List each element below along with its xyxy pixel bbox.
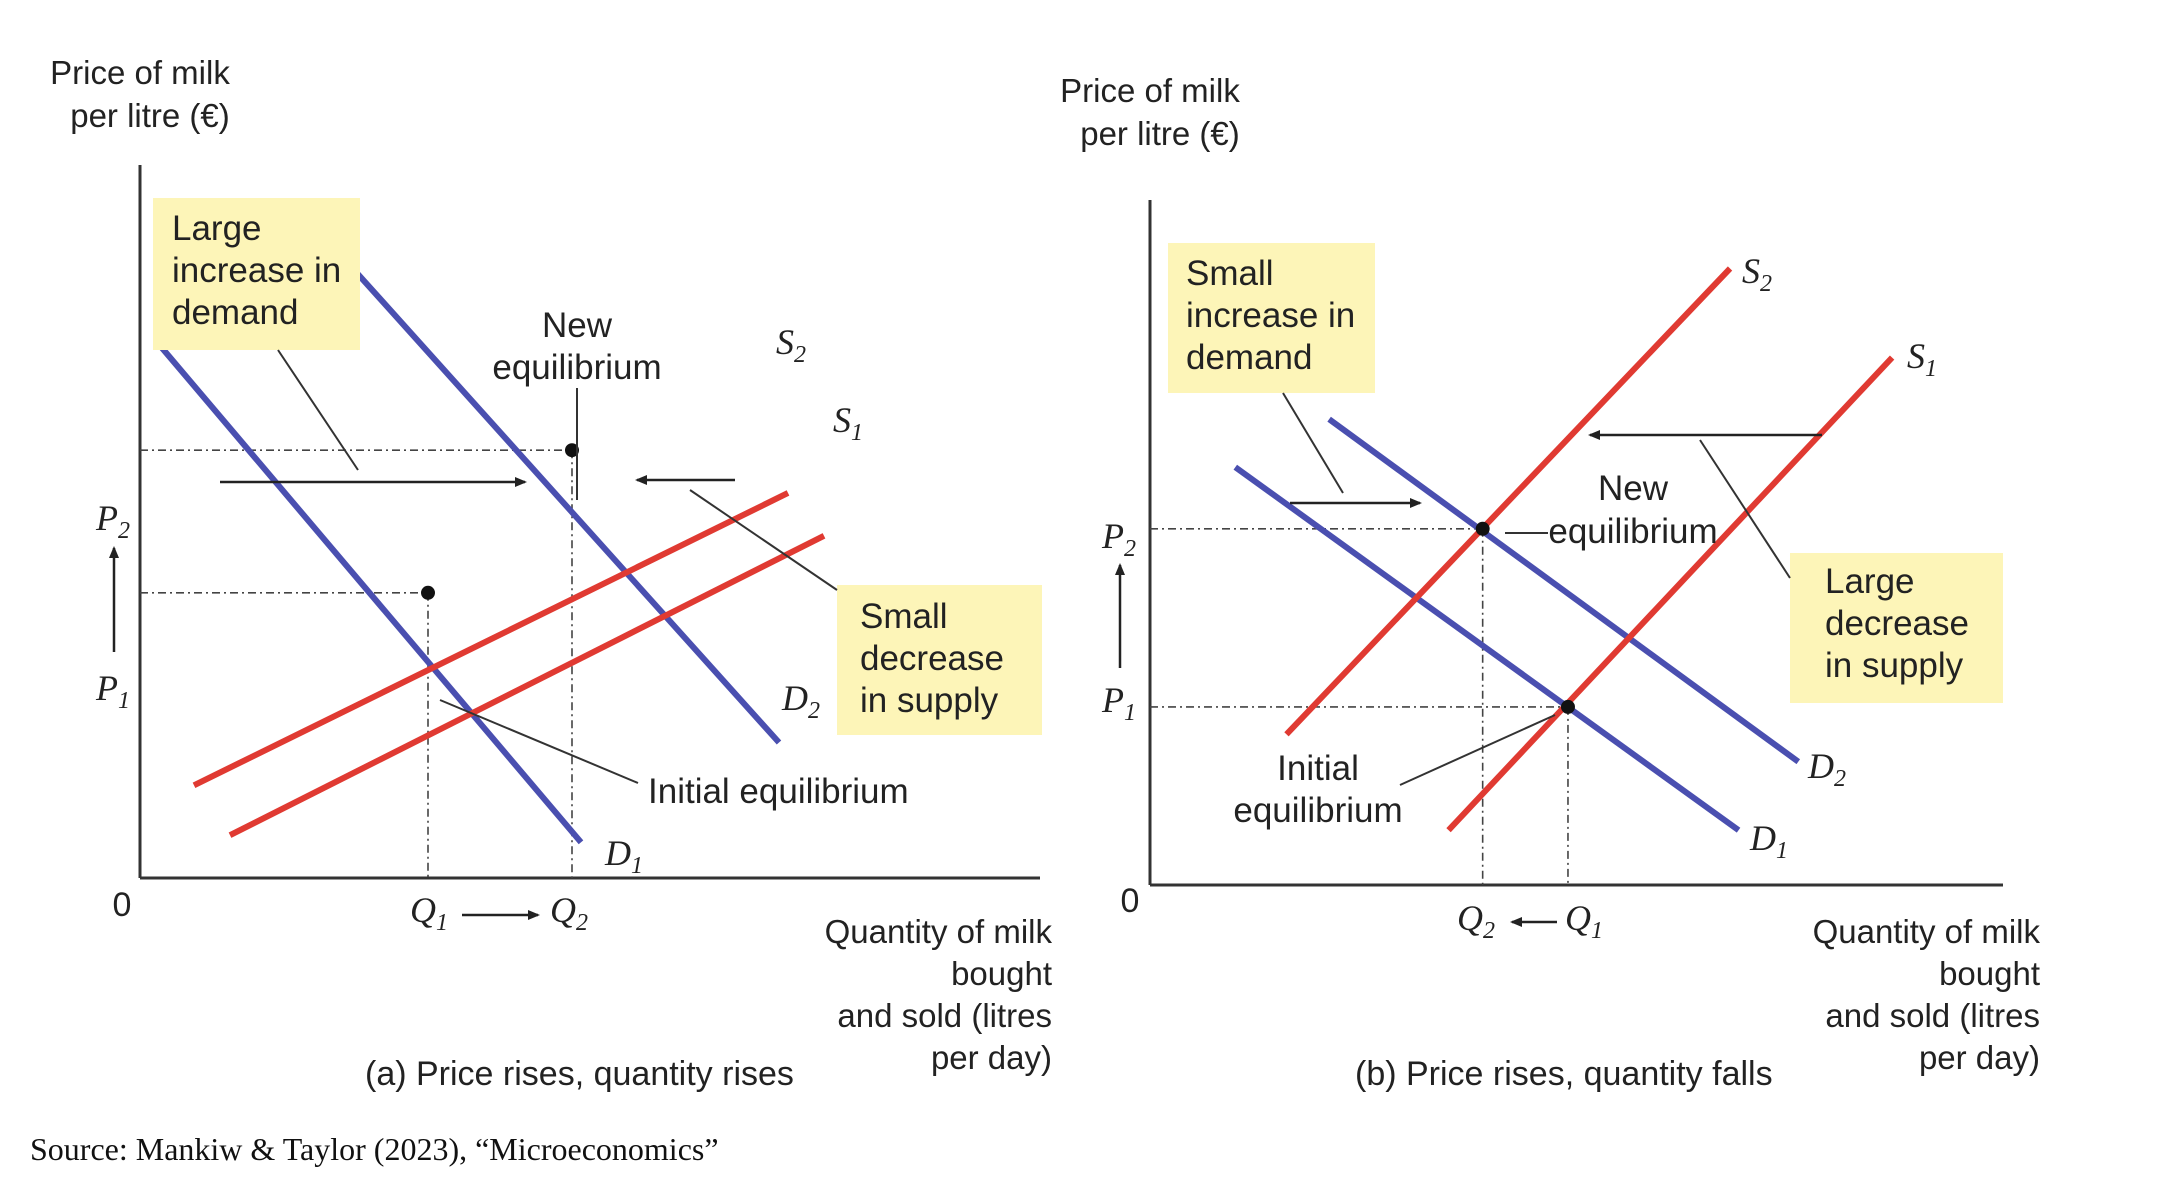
panel-b-curve-d2 xyxy=(1327,416,1801,765)
panel-b-q2-label: Q2 xyxy=(1457,898,1495,944)
panel-b-demand-note-leader xyxy=(1282,392,1344,494)
panel-a-supply-note-line1: Small xyxy=(860,597,948,636)
panel-a-guides xyxy=(140,449,573,878)
panel-b-s2-label: S2 xyxy=(1742,251,1772,297)
panel-a-q2-label: Q2 xyxy=(550,890,588,936)
panel-a-curve-d1 xyxy=(155,341,584,845)
panel-b-demand-note-box xyxy=(1168,243,1375,393)
panel-a-caption: (a) Price rises, quantity rises xyxy=(365,1055,794,1093)
panel-b-origin: 0 xyxy=(1121,882,1140,920)
panel-b-supply-note-leader xyxy=(1699,439,1791,579)
panel-a-p2-label: P2 xyxy=(95,498,130,544)
panel-a-ylabel-line1: Price of milk xyxy=(50,54,230,91)
panel-a-xlabel-line2: bought xyxy=(951,955,1052,992)
panel-b-xlabel-line1: Quantity of milk xyxy=(1813,913,2041,950)
panel-b-ylabel-line1: Price of milk xyxy=(1060,72,1240,109)
panel-a-points xyxy=(421,443,579,600)
panel-a-demand-note-box xyxy=(153,198,360,350)
panel-a-initial-eq-leader xyxy=(439,699,639,784)
panel-b-initial-eq-leader xyxy=(1399,714,1556,786)
panel-a-new-eq-line2: equilibrium xyxy=(492,348,661,387)
panel-a-xlabel-line1: Quantity of milk xyxy=(825,913,1053,950)
panel-a-q1-label: Q1 xyxy=(410,890,448,936)
panel-b-equilibrium-point-1 xyxy=(1475,521,1490,536)
panel-a-s2-label: S2 xyxy=(776,322,806,368)
panel-b-demand-note-line2: increase in xyxy=(1186,296,1355,335)
panel-a-curve-d2 xyxy=(353,269,782,745)
panel-b-series xyxy=(1233,266,1895,833)
panel-a-d2-label: D2 xyxy=(781,678,820,724)
panel-b-ylabel-line2: per litre (€) xyxy=(1080,115,1240,152)
panel-b-xlabel-line4: per day) xyxy=(1919,1039,2040,1076)
panel-a-supply-note-line2: decrease xyxy=(860,639,1004,678)
panel-b-q1-label: Q1 xyxy=(1565,898,1603,944)
panel-a-equilibrium-point-0 xyxy=(421,585,435,600)
panel-a-origin: 0 xyxy=(113,886,132,924)
panel-a-equilibrium-point-1 xyxy=(565,443,579,458)
source-note: Source: Mankiw & Taylor (2023), “Microec… xyxy=(30,1131,719,1167)
panel-a-ylabel-line2: per litre (€) xyxy=(70,97,230,134)
panel-a-supply-note-box xyxy=(837,585,1042,735)
panel-b-supply-note-line3: in supply xyxy=(1825,646,1964,685)
panel-a-s1-label: S1 xyxy=(833,400,863,446)
panel-a: Price of milk per litre (€) 0 D1 D2 S1 S… xyxy=(50,54,1052,1093)
panel-a-p1-label: P1 xyxy=(95,668,130,714)
panel-b-guides xyxy=(1150,527,1569,885)
panel-a-new-eq-line1: New xyxy=(542,306,613,345)
panel-a-xlabel-line3: and sold (litres xyxy=(837,997,1052,1034)
panel-b: Price of milk per litre (€) 0 D1 D2 S1 S… xyxy=(1060,72,2040,1093)
panel-b-supply-note-box xyxy=(1790,553,2003,703)
panel-b-p1-label: P1 xyxy=(1101,680,1136,726)
panel-a-supply-note-leader xyxy=(689,489,838,591)
panel-b-demand-note-line3: demand xyxy=(1186,338,1312,377)
panel-b-points xyxy=(1475,521,1575,714)
panel-b-initial-eq-line1: Initial xyxy=(1277,749,1359,788)
panel-b-caption: (b) Price rises, quantity falls xyxy=(1355,1055,1773,1093)
panel-b-new-eq-line1: New xyxy=(1598,469,1669,508)
panel-a-series xyxy=(155,269,826,845)
panel-a-demand-note-line1: Large xyxy=(172,209,262,248)
panel-b-new-eq-line2: equilibrium xyxy=(1548,512,1717,551)
panel-b-d2-label: D2 xyxy=(1807,746,1846,792)
panel-a-xlabel-line4: per day) xyxy=(931,1039,1052,1076)
panel-b-equilibrium-point-0 xyxy=(1560,699,1575,714)
panel-a-demand-note-line3: demand xyxy=(172,293,298,332)
panel-b-initial-eq-line2: equilibrium xyxy=(1233,791,1402,830)
panel-b-supply-note-line1: Large xyxy=(1825,562,1915,601)
panel-b-s1-label: S1 xyxy=(1907,336,1937,382)
panel-b-curve-d1 xyxy=(1233,464,1741,833)
panel-a-demand-note-line2: increase in xyxy=(172,251,341,290)
panel-b-demand-note-line1: Small xyxy=(1186,254,1274,293)
panel-b-xlabel-line3: and sold (litres xyxy=(1825,997,2040,1034)
panel-a-supply-note-line3: in supply xyxy=(860,681,999,720)
panel-a-curve-s2 xyxy=(192,490,790,789)
panel-a-curve-s1 xyxy=(228,533,826,838)
panel-a-d1-label: D1 xyxy=(604,833,643,879)
panel-a-initial-eq-label: Initial equilibrium xyxy=(648,772,909,811)
panel-b-d1-label: D1 xyxy=(1749,818,1788,864)
panel-b-supply-note-line2: decrease xyxy=(1825,604,1969,643)
panel-b-curve-s2 xyxy=(1284,266,1733,737)
panel-b-curve-s1 xyxy=(1446,355,1895,833)
panel-b-xlabel-line2: bought xyxy=(1939,955,2040,992)
panel-a-demand-note-leader xyxy=(277,349,359,471)
panel-b-p2-label: P2 xyxy=(1101,516,1136,562)
